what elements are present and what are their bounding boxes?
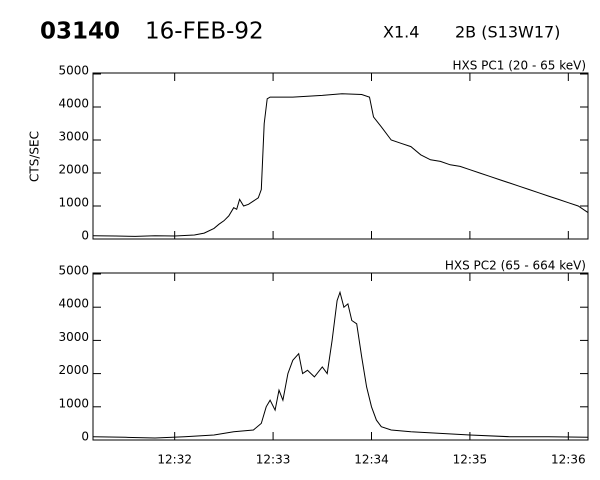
y-tick-label: 1000 (58, 196, 89, 210)
plot-frame (92, 72, 589, 240)
y-tick-label: 5000 (58, 64, 89, 78)
y-axis-label: CTS/SEC (28, 131, 42, 182)
plot-title: HXS PC2 (65 - 664 keV) (445, 259, 586, 273)
y-tick-label: 3000 (58, 330, 89, 344)
x-tick-label: 12:36 (551, 453, 586, 467)
y-tick-label: 2000 (58, 163, 89, 177)
plot-title: HXS PC1 (20 - 65 keV) (452, 59, 586, 73)
y-tick-label: 4000 (58, 297, 89, 311)
y-tick-label: 2000 (58, 363, 89, 377)
x-tick-label: 12:32 (157, 453, 192, 467)
plot-frame (92, 272, 589, 441)
x-tick-label: 12:35 (453, 453, 488, 467)
data-line (92, 93, 589, 237)
y-tick-label: 0 (81, 229, 89, 243)
x-tick-label: 12:34 (354, 453, 389, 467)
data-line (92, 290, 589, 439)
event-date: 16-FEB-92 (145, 19, 264, 45)
flare-class: X1.4 (383, 23, 419, 42)
x-tick-label: 12:33 (256, 453, 291, 467)
y-tick-label: 3000 (58, 130, 89, 144)
y-tick-label: 0 (81, 430, 89, 444)
y-tick-label: 4000 (58, 97, 89, 111)
flare-location: 2B (S13W17) (455, 23, 560, 42)
event-number: 03140 (40, 19, 120, 45)
y-tick-label: 1000 (58, 396, 89, 410)
y-tick-label: 5000 (58, 264, 89, 278)
